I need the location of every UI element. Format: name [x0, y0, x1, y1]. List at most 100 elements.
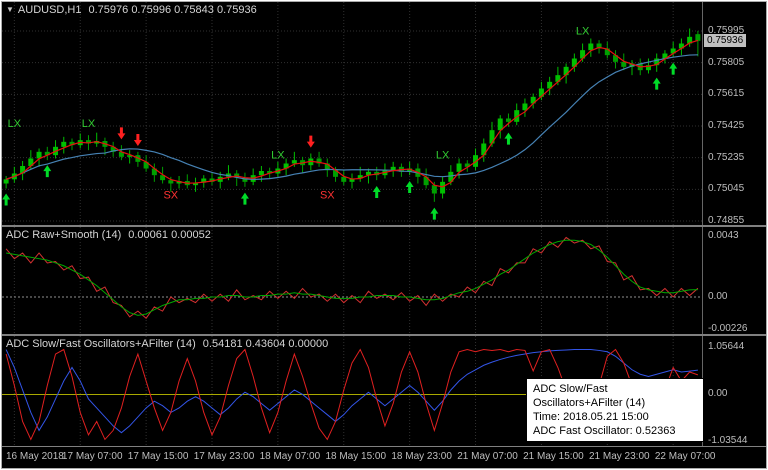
axis-tick-label: 0.75615 [708, 88, 745, 100]
axis-tick-label: 0.00 [708, 388, 728, 400]
candle-body [283, 163, 289, 169]
axis-tick-label: 0.74855 [708, 215, 745, 225]
candle-body [538, 88, 544, 97]
time-axis-label: 21 May 07:00 [457, 451, 518, 462]
symbol-dropdown-icon[interactable]: ▼ [6, 5, 14, 14]
candle-body [530, 96, 536, 104]
candle-body [168, 180, 174, 184]
candle-body [349, 178, 355, 182]
indicator1-canvas[interactable] [2, 227, 702, 334]
time-axis-label: 17 May 15:00 [127, 451, 189, 462]
signal-label: LX [82, 118, 96, 130]
candle-body [423, 176, 429, 186]
candle-body [28, 158, 34, 166]
candle-body [563, 66, 569, 76]
candle-body [390, 166, 396, 171]
buy-arrow-icon [43, 165, 52, 178]
candles-layer [3, 28, 701, 202]
candle-body [176, 181, 182, 184]
candle-body [514, 110, 520, 122]
axis-tick-label: 1.05644 [708, 341, 745, 352]
indicator1-header: ADC Raw+Smooth (14) 0.00061 0.00052 [6, 229, 211, 241]
candle-body [555, 75, 561, 82]
panel-divider-1[interactable] [2, 225, 766, 227]
buy-arrow-icon [504, 132, 513, 145]
indicator2-axis[interactable]: 1.05644 0.00 -1.03544 [702, 336, 766, 446]
indicator1-axis[interactable]: 0.0043 0.00 -0.00226 [702, 227, 766, 334]
price-axis[interactable]: 0.75936 0.75995 0.75805 0.75615 0.75425 0.75… [702, 2, 766, 225]
ma-slow-line [5, 54, 698, 181]
candle-body [242, 177, 248, 182]
candle-body [209, 178, 215, 182]
candle-body [160, 175, 166, 181]
axis-tick-label: 0.75425 [708, 120, 745, 131]
candle-body [151, 168, 157, 176]
buy-arrow-icon [652, 77, 661, 90]
candle-body [473, 155, 479, 167]
candle-body [440, 181, 446, 194]
signal-label: LX [8, 118, 22, 130]
tooltip-line: Oscillators+AFilter (14) [533, 397, 646, 409]
candle-body [110, 146, 116, 152]
candle-body [201, 178, 207, 183]
candle-body [407, 168, 413, 172]
axis-tick-label: 0.75045 [708, 183, 745, 195]
axis-tick-label: -1.03544 [708, 435, 748, 446]
candle-body [678, 43, 684, 49]
candle-body [464, 163, 470, 167]
ma-fast-line [5, 39, 699, 188]
time-axis[interactable]: 16 May 2018 17 May 07:00 17 May 15:00 17 Ma… [2, 447, 766, 468]
axis-tick-label: 0.0043 [708, 230, 739, 241]
time-axis-label: 22 May 07:00 [654, 451, 716, 462]
candle-body [604, 48, 610, 56]
time-axis-label: 17 May 23:00 [193, 451, 255, 462]
candle-body [258, 171, 264, 176]
indicator2-values: 0.54181 0.43604 0.00000 [202, 338, 329, 350]
candle-body [670, 48, 676, 54]
time-axis-label: 17 May 07:00 [61, 451, 123, 462]
candle-body [61, 141, 67, 147]
candle-body [448, 171, 454, 182]
signal-label: LX [576, 25, 590, 37]
panel-divider-2[interactable] [2, 334, 766, 336]
candle-body [324, 163, 330, 171]
candle-body [588, 43, 594, 51]
candle-body [357, 175, 363, 179]
indicator-tooltip: ADC Slow/Fast Oscillators+AFilter (14) Tim… [526, 378, 704, 442]
candle-body [20, 166, 26, 174]
time-axis-label: 21 May 15:00 [523, 451, 584, 462]
current-price-tag: 0.75936 [704, 33, 747, 47]
candle-body [143, 161, 149, 169]
tooltip-line: Time: 2018.05.21 15:00 [533, 411, 649, 423]
candle-body [316, 158, 322, 164]
axis-tick-label: 0.75995 [708, 25, 745, 36]
ohlc-values: 0.75976 0.75996 0.75843 0.75936 [88, 4, 257, 16]
axis-tick-label: 0.75805 [708, 56, 745, 68]
candle-body [596, 43, 602, 49]
indicator2-panel: ADC Slow/Fast Oscillators+AFilter (14) 0.… [2, 336, 766, 446]
candle-body [629, 63, 635, 67]
candle-body [3, 179, 9, 184]
axis-tick-label: 0.75235 [708, 151, 745, 163]
axis-tick-label: 0.00 [708, 290, 728, 302]
candle-body [654, 58, 660, 66]
sell-arrow-icon [133, 134, 142, 146]
indicator1-name: ADC Raw+Smooth (14) [6, 229, 122, 241]
candle-body [69, 141, 75, 146]
main-chart-canvas[interactable]: LX LX SX LX SX LX LX [2, 2, 702, 225]
tooltip-line: ADC Slow/Fast [533, 383, 608, 395]
indicator2-header: ADC Slow/Fast Oscillators+AFilter (14) 0.… [6, 338, 328, 350]
time-axis-label: 16 May 2018 [6, 451, 64, 462]
candle-body [522, 103, 528, 111]
time-axis-label: 18 May 15:00 [325, 451, 387, 462]
candle-body [118, 151, 124, 157]
candle-body [365, 171, 371, 176]
buy-arrow-icon [430, 207, 439, 220]
candle-body [85, 140, 91, 144]
candle-body [456, 163, 462, 172]
candle-body [662, 53, 668, 59]
buy-arrow-icon [240, 192, 249, 205]
main-chart-panel: LX LX SX LX SX LX LX ▼ AUDUSD,H1 0.75976 0.75996… [2, 2, 766, 225]
signal-label: LX [436, 150, 450, 162]
